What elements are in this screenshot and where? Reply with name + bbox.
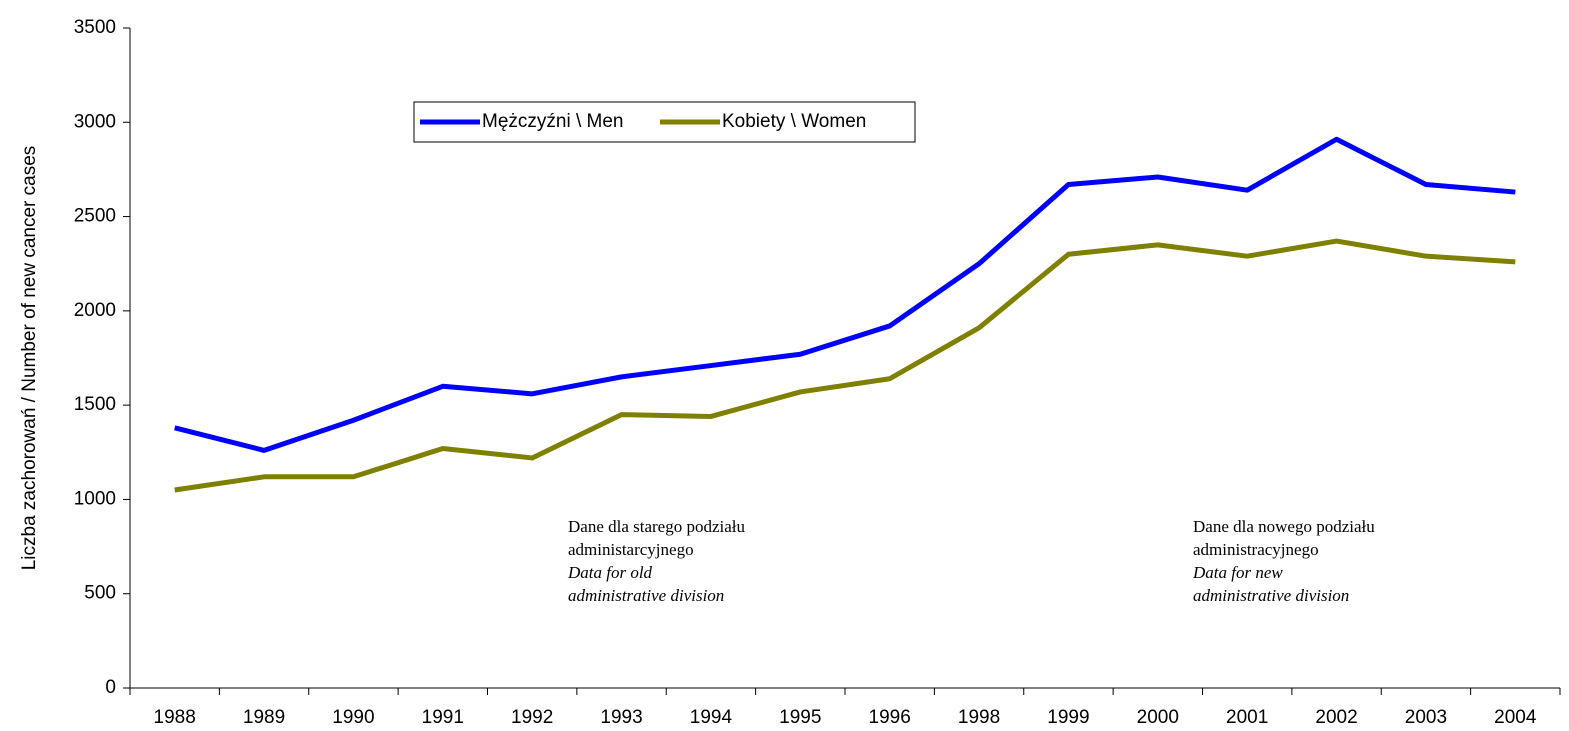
y-tick-label: 3500 (74, 17, 116, 38)
x-tick-label: 1991 (422, 707, 464, 728)
series-line (174, 136, 1516, 453)
y-tick-label: 1500 (74, 394, 116, 415)
x-tick-label: 1998 (958, 707, 1000, 728)
annotation: administracyjnego (1193, 540, 1319, 559)
x-tick-label: 1992 (511, 707, 553, 728)
legend-label: Kobiety \ Women (722, 111, 866, 132)
x-tick-label: 1988 (154, 707, 196, 728)
x-tick-label: 1995 (779, 707, 821, 728)
x-tick-label: 1989 (243, 707, 285, 728)
x-tick-label: 2004 (1494, 707, 1537, 728)
annotation: Dane dla nowego podziału (1193, 517, 1375, 536)
annotation: Data for new (1192, 563, 1283, 582)
annotation: administrative division (1193, 586, 1349, 605)
y-tick-label: 1000 (74, 488, 116, 509)
x-tick-label: 1999 (1047, 707, 1089, 728)
y-tick-label: 0 (105, 677, 116, 698)
y-tick-label: 2000 (74, 300, 116, 321)
annotation: Dane dla starego podziału (568, 517, 746, 536)
y-tick-label: 500 (84, 583, 116, 604)
x-tick-label: 1996 (869, 707, 911, 728)
x-tick-label: 2003 (1405, 707, 1447, 728)
x-tick-label: 1994 (690, 707, 733, 728)
series-line (174, 238, 1516, 493)
annotation: Data for old (567, 563, 653, 582)
y-axis-label: Liczba zachorowań / Number of new cancer… (19, 146, 40, 571)
y-tick-label: 3000 (74, 111, 116, 132)
x-tick-label: 1990 (332, 707, 374, 728)
x-tick-label: 1993 (600, 707, 642, 728)
annotation: administrative division (568, 586, 724, 605)
x-tick-label: 2001 (1226, 707, 1268, 728)
x-tick-label: 2000 (1137, 707, 1179, 728)
legend-label: Mężczyźni \ Men (482, 111, 623, 132)
x-tick-label: 2002 (1315, 707, 1357, 728)
annotation: administarcyjnego (568, 540, 694, 559)
y-tick-label: 2500 (74, 206, 116, 227)
